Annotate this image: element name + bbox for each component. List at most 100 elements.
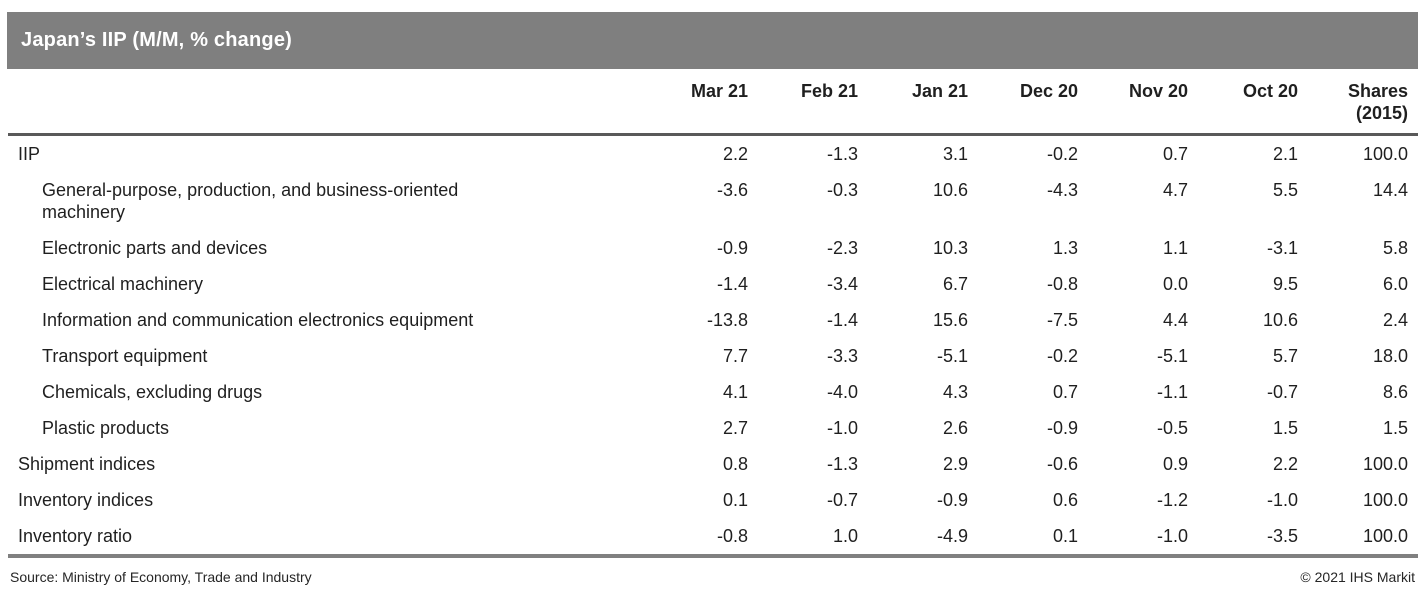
table-row: General-purpose, production, and busines… <box>8 172 1418 230</box>
cell-value: -2.3 <box>826 238 858 258</box>
row-label: Chemicals, excluding drugs <box>42 382 263 402</box>
cell-value: 5.8 <box>1382 238 1408 258</box>
cell-value: -3.6 <box>716 180 748 200</box>
cell-value: 8.6 <box>1382 382 1408 402</box>
cell-value: -1.0 <box>826 418 858 438</box>
cell-value: -1.3 <box>826 454 858 474</box>
cell-value: 1.5 <box>1272 418 1298 438</box>
cell-value: 10.3 <box>932 238 968 258</box>
cell-value: 15.6 <box>932 310 968 330</box>
header-row: Mar 21 Feb 21 Jan 21 Dec 20 Nov 20 Oct 20 Shar… <box>8 69 1418 136</box>
row-label: Transport equipment <box>42 346 208 366</box>
row-label: Inventory indices <box>18 490 154 510</box>
cell-value: 0.8 <box>722 454 748 474</box>
table-row: IIP 2.2 -1.3 3.1 -0.2 0.7 2.1 100.0 <box>8 135 1418 173</box>
cell-value: 18.0 <box>1372 346 1408 366</box>
table-header: Mar 21 Feb 21 Jan 21 Dec 20 Nov 20 Oct 20 Shar… <box>8 69 1418 136</box>
cell-value: 1.0 <box>832 526 858 546</box>
cell-value: 0.7 <box>1162 144 1188 164</box>
cell-value: 1.1 <box>1162 238 1188 258</box>
table-row: Shipment indices 0.8 -1.3 2.9 -0.6 0.9 2.2 100.… <box>8 446 1418 482</box>
table-row: Inventory ratio -0.8 1.0 -4.9 0.1 -1.0 -3.5 100… <box>8 518 1418 556</box>
column-header: Mar 21 <box>638 69 748 136</box>
column-header: Shares (2015) <box>1298 69 1418 136</box>
cell-value: 2.7 <box>722 418 748 438</box>
cell-value: 2.1 <box>1272 144 1298 164</box>
cell-value: 0.9 <box>1162 454 1188 474</box>
cell-value: 2.6 <box>942 418 968 438</box>
cell-value: -0.8 <box>716 526 748 546</box>
row-label: General-purpose, production, and busines… <box>42 180 459 222</box>
cell-value: -0.9 <box>936 490 968 510</box>
cell-value: 10.6 <box>1262 310 1298 330</box>
title-bar: Japan’s IIP (M/M, % change) <box>7 12 1418 69</box>
cell-value: -5.1 <box>936 346 968 366</box>
table-body: IIP 2.2 -1.3 3.1 -0.2 0.7 2.1 100.0 General-purp… <box>8 135 1418 557</box>
cell-value: -1.0 <box>1156 526 1188 546</box>
cell-value: -1.4 <box>826 310 858 330</box>
cell-value: -0.2 <box>1046 144 1078 164</box>
cell-value: -0.8 <box>1046 274 1078 294</box>
cell-value: -0.2 <box>1046 346 1078 366</box>
cell-value: 4.4 <box>1162 310 1188 330</box>
cell-value: 3.1 <box>942 144 968 164</box>
cell-value: 100.0 <box>1362 490 1408 510</box>
cell-value: 0.1 <box>722 490 748 510</box>
column-header: Feb 21 <box>748 69 858 136</box>
table-row: Transport equipment 7.7 -3.3 -5.1 -0.2 -5.1 5.… <box>8 338 1418 374</box>
cell-value: -1.0 <box>1266 490 1298 510</box>
column-header: Oct 20 <box>1188 69 1298 136</box>
row-label: Information and communication electronic… <box>42 310 474 330</box>
cell-value: -0.3 <box>826 180 858 200</box>
row-label: Inventory ratio <box>18 526 133 546</box>
page-title: Japan’s IIP (M/M, % change) <box>21 29 293 51</box>
table-row: Information and communication electronic… <box>8 302 1418 338</box>
row-label: Electrical machinery <box>42 274 204 294</box>
cell-value: 2.2 <box>1272 454 1298 474</box>
footer: Source: Ministry of Economy, Trade and I… <box>10 569 1415 585</box>
cell-value: -5.1 <box>1156 346 1188 366</box>
cell-value: -7.5 <box>1046 310 1078 330</box>
cell-value: 2.4 <box>1382 310 1408 330</box>
cell-value: -0.7 <box>826 490 858 510</box>
row-label: Shipment indices <box>18 454 156 474</box>
column-header: Nov 20 <box>1078 69 1188 136</box>
cell-value: -3.5 <box>1266 526 1298 546</box>
cell-value: -3.4 <box>826 274 858 294</box>
cell-value: -1.2 <box>1156 490 1188 510</box>
cell-value: 0.1 <box>1052 526 1078 546</box>
cell-value: -0.6 <box>1046 454 1078 474</box>
row-label: Electronic parts and devices <box>42 238 268 258</box>
cell-value: 4.1 <box>722 382 748 402</box>
cell-value: 4.3 <box>942 382 968 402</box>
cell-value: -13.8 <box>706 310 748 330</box>
row-label: IIP <box>18 144 41 164</box>
column-header: Jan 21 <box>858 69 968 136</box>
row-label-header <box>8 69 638 136</box>
cell-value: 100.0 <box>1362 526 1408 546</box>
table-row: Electrical machinery -1.4 -3.4 6.7 -0.8 0.0 9.… <box>8 266 1418 302</box>
cell-value: 2.9 <box>942 454 968 474</box>
cell-value: 100.0 <box>1362 454 1408 474</box>
cell-value: 9.5 <box>1272 274 1298 294</box>
cell-value: 5.5 <box>1272 180 1298 200</box>
iip-table: Mar 21 Feb 21 Jan 21 Dec 20 Nov 20 Oct 20 Shar… <box>8 69 1418 558</box>
cell-value: 0.7 <box>1052 382 1078 402</box>
table-row: Plastic products 2.7 -1.0 2.6 -0.9 -0.5 1.5 1.5 <box>8 410 1418 446</box>
cell-value: 0.6 <box>1052 490 1078 510</box>
cell-value: -1.3 <box>826 144 858 164</box>
cell-value: -0.9 <box>1046 418 1078 438</box>
cell-value: -0.9 <box>716 238 748 258</box>
cell-value: 1.5 <box>1382 418 1408 438</box>
cell-value: -0.5 <box>1156 418 1188 438</box>
cell-value: -4.9 <box>936 526 968 546</box>
cell-value: 14.4 <box>1372 180 1408 200</box>
cell-value: 1.3 <box>1052 238 1078 258</box>
cell-value: 0.0 <box>1162 274 1188 294</box>
row-label: Plastic products <box>42 418 170 438</box>
cell-value: 7.7 <box>722 346 748 366</box>
cell-value: 4.7 <box>1162 180 1188 200</box>
table-row: Chemicals, excluding drugs 4.1 -4.0 4.3 0.7 -… <box>8 374 1418 410</box>
cell-value: -4.0 <box>826 382 858 402</box>
cell-value: 100.0 <box>1362 144 1408 164</box>
